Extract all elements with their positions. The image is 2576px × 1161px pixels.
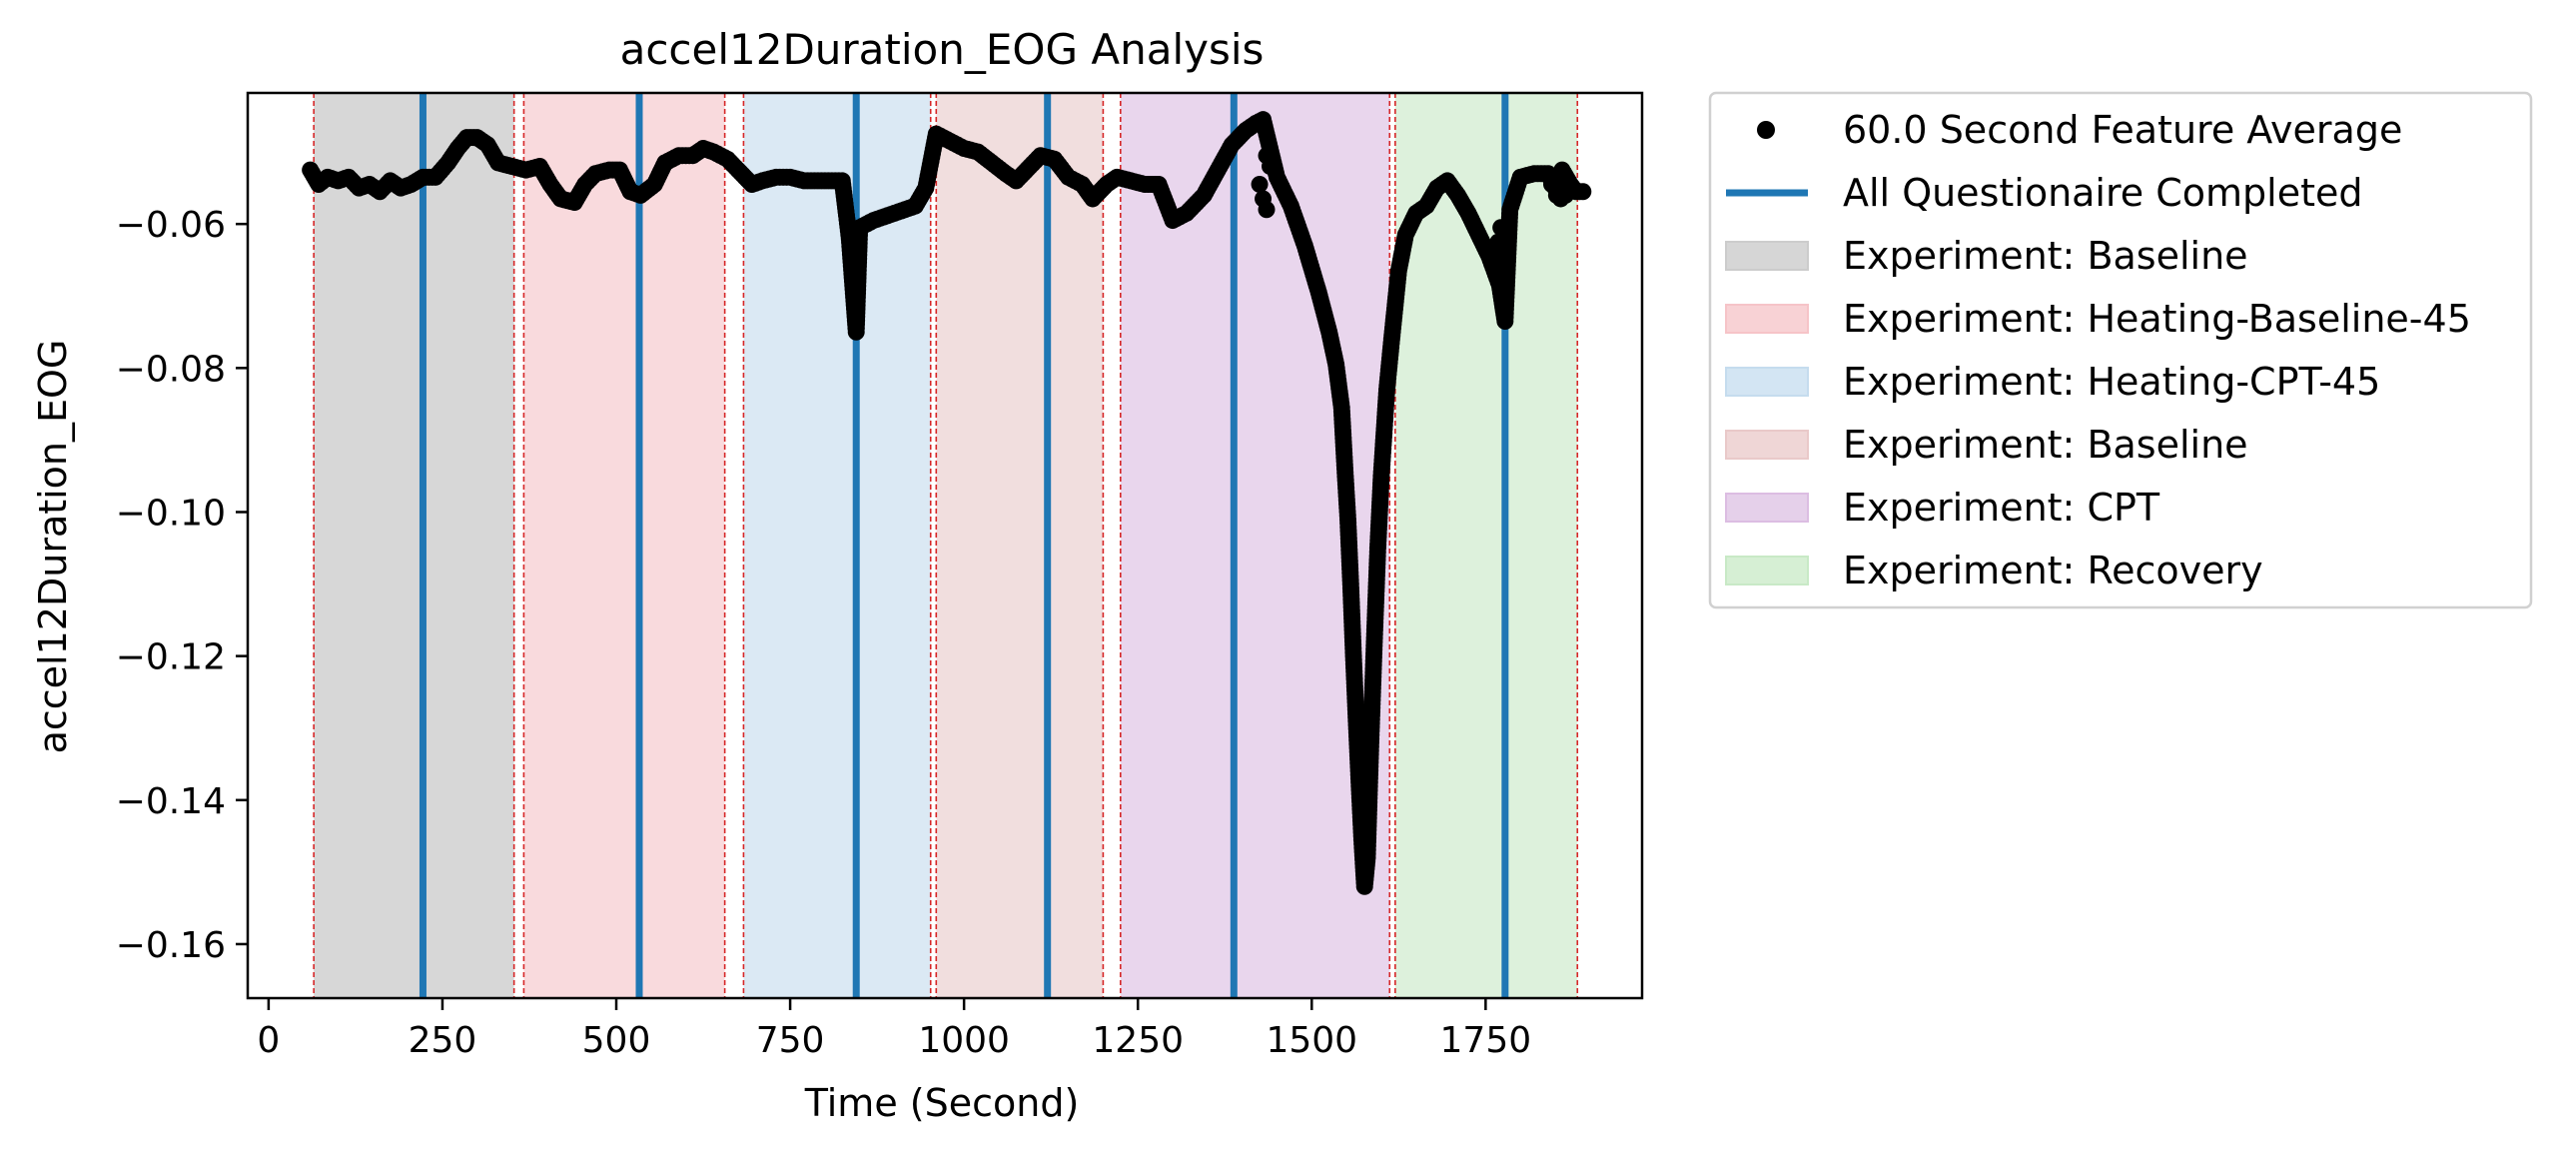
x-tick-label-7: 1750 [1440, 1020, 1532, 1061]
y-tick-label-5: −0.16 [116, 925, 226, 966]
x-tick-label-6: 1500 [1266, 1020, 1357, 1061]
y-tick-label-4: −0.14 [116, 781, 226, 822]
span-5 [1394, 93, 1578, 998]
phase-boundaries [313, 93, 1579, 998]
feature-average-points [302, 111, 1592, 895]
span-2 [743, 93, 931, 998]
legend-label-4: Experiment: Heating-CPT-45 [1843, 360, 2380, 404]
x-axis-ticks: 0 250 500 750 1000 1250 1500 1750 [257, 998, 1531, 1061]
y-tick-label-1: −0.08 [116, 349, 226, 390]
legend-label-0: 60.0 Second Feature Average [1843, 108, 2402, 152]
y-axis-label: accel12Duration_EOG [31, 340, 75, 754]
x-tick-label-0: 0 [257, 1020, 280, 1061]
data-point-933 [1556, 186, 1574, 204]
legend-label-6: Experiment: CPT [1843, 486, 2160, 530]
legend-label-3: Experiment: Heating-Baseline-45 [1843, 297, 2471, 341]
legend-patch-3 [1725, 304, 1809, 334]
span-3 [936, 93, 1104, 998]
data-point-935 [1262, 158, 1280, 176]
legend: 60.0 Second Feature Average All Questiona… [1708, 91, 2533, 609]
legend-label-7: Experiment: Recovery [1843, 549, 2263, 592]
data-point-924 [1251, 176, 1269, 194]
x-tick-label-3: 750 [756, 1020, 825, 1061]
legend-label-5: Experiment: Baseline [1843, 423, 2248, 467]
data-point-923 [1574, 183, 1592, 201]
chart-title: accel12Duration_EOG Analysis [620, 25, 1265, 74]
y-tick-label-3: −0.12 [116, 637, 226, 678]
legend-label-1: All Questionaire Completed [1843, 171, 2363, 215]
legend-entries: 60.0 Second Feature Average All Questiona… [1725, 108, 2471, 592]
legend-patch-4 [1725, 367, 1809, 397]
plot-frame [246, 91, 1644, 1000]
data-point-926 [1258, 201, 1276, 219]
x-axis-label: Time (Second) [804, 1081, 1080, 1125]
legend-patch-6 [1725, 493, 1809, 523]
data-point-927 [1487, 248, 1505, 266]
phase-spans [314, 93, 1578, 998]
y-tick-label-0: −0.06 [116, 205, 226, 246]
data-point-928 [1489, 233, 1507, 251]
legend-marker-0 [1757, 121, 1775, 139]
legend-patch-2 [1725, 241, 1809, 271]
legend-frame [1708, 91, 2533, 609]
x-tick-label-1: 250 [409, 1020, 477, 1061]
legend-patch-7 [1725, 556, 1809, 585]
x-tick-label-4: 1000 [918, 1020, 1010, 1061]
y-tick-label-2: −0.10 [116, 493, 226, 534]
x-tick-label-2: 500 [582, 1020, 651, 1061]
legend-patch-5 [1725, 430, 1809, 460]
span-1 [523, 93, 725, 998]
x-tick-label-5: 1250 [1092, 1020, 1184, 1061]
legend-label-2: Experiment: Baseline [1843, 234, 2248, 278]
y-axis-ticks: −0.06 −0.08 −0.10 −0.12 −0.14 −0.16 [116, 205, 248, 966]
data-point-929 [1492, 219, 1510, 237]
span-0 [314, 93, 514, 998]
